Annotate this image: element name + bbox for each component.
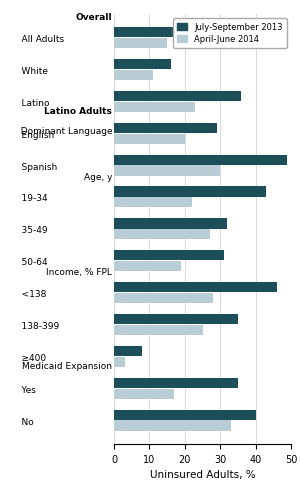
- Bar: [114, 92, 242, 102]
- Text: Medicaid Expansion: Medicaid Expansion: [22, 362, 112, 370]
- Bar: [114, 102, 195, 113]
- Bar: [114, 346, 142, 356]
- Bar: [114, 378, 238, 388]
- Bar: [114, 60, 171, 70]
- Bar: [114, 71, 153, 81]
- Bar: [114, 166, 220, 176]
- Bar: [114, 187, 266, 197]
- Bar: [114, 314, 238, 325]
- Bar: [114, 219, 227, 229]
- Text: Income, % FPL: Income, % FPL: [46, 268, 112, 277]
- Bar: [114, 262, 181, 272]
- Legend: July-September 2013, April-June 2014: July-September 2013, April-June 2014: [173, 19, 287, 48]
- Bar: [114, 28, 185, 38]
- Bar: [114, 155, 287, 165]
- Bar: [114, 410, 256, 420]
- Bar: [114, 198, 192, 208]
- Bar: [114, 134, 185, 144]
- Text: Overall: Overall: [76, 13, 112, 22]
- Text: Age, y: Age, y: [84, 172, 112, 182]
- Bar: [114, 123, 217, 134]
- Bar: [114, 293, 213, 304]
- Text: Latino Adults: Latino Adults: [44, 107, 112, 116]
- X-axis label: Uninsured Adults, %: Uninsured Adults, %: [150, 469, 255, 479]
- Bar: [114, 421, 231, 431]
- Bar: [114, 230, 210, 240]
- Bar: [114, 251, 224, 261]
- Bar: [114, 283, 277, 293]
- Bar: [114, 325, 202, 335]
- Bar: [114, 39, 167, 49]
- Bar: [114, 389, 174, 399]
- Text: Dominant Language: Dominant Language: [15, 127, 112, 136]
- Bar: [114, 357, 124, 367]
